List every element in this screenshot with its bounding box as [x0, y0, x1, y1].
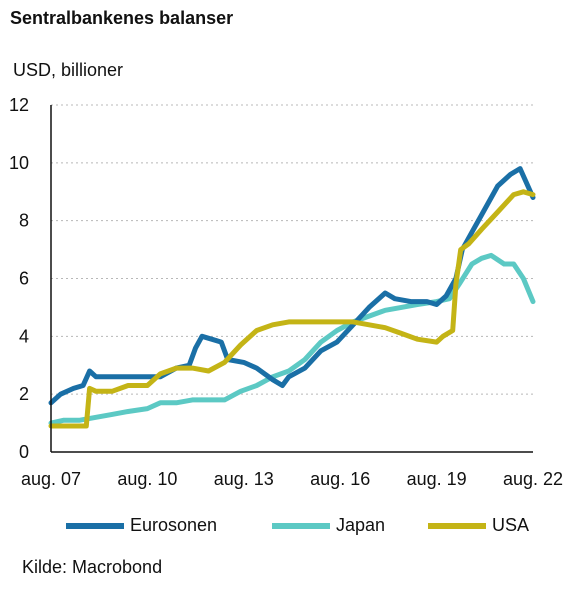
x-tick-label: aug. 16	[310, 469, 370, 489]
legend-label-japan: Japan	[336, 515, 386, 535]
legend-item-eurosonen: Eurosonen	[66, 515, 217, 536]
y-axis-unit-label: USD, billioner	[13, 60, 124, 80]
x-tick-label: aug. 22	[503, 469, 563, 489]
legend-label-eurosonen: Eurosonen	[130, 515, 218, 535]
legend-item-japan: Japan	[272, 515, 385, 536]
legend-swatch-usa	[428, 522, 486, 529]
chart-title: Sentralbankenes balanser	[10, 8, 234, 28]
series-line-japan	[48, 252, 536, 426]
x-tick-label: aug. 13	[214, 469, 274, 489]
x-tick-label: aug. 10	[117, 469, 177, 489]
y-tick-label: 4	[19, 326, 29, 346]
y-tick-label: 10	[9, 153, 29, 173]
series-line-usa	[48, 189, 536, 429]
x-tick-label: aug. 19	[407, 469, 467, 489]
x-tick-labels: aug. 07 aug. 10 aug. 13 aug. 16 aug. 19 aug. …	[21, 469, 563, 489]
legend-swatch-eurosonen	[66, 522, 124, 529]
legend-item-usa: USA	[428, 515, 529, 536]
source-note: Kilde: Macrobond	[22, 557, 163, 577]
legend-swatch-japan	[272, 522, 330, 529]
y-tick-label: 2	[19, 384, 29, 404]
legend: Eurosonen Japan USA	[0, 515, 575, 545]
axes	[50, 105, 533, 453]
series-lines	[48, 166, 536, 429]
gridlines	[51, 104, 533, 395]
y-tick-label: 12	[9, 95, 29, 115]
y-tick-labels: 0 2 4 6 8 10 12	[9, 95, 29, 462]
x-tick-label: aug. 07	[21, 469, 81, 489]
legend-label-usa: USA	[492, 515, 530, 535]
y-tick-label: 6	[19, 269, 29, 289]
y-tick-label: 8	[19, 211, 29, 231]
y-tick-label: 0	[19, 442, 29, 462]
